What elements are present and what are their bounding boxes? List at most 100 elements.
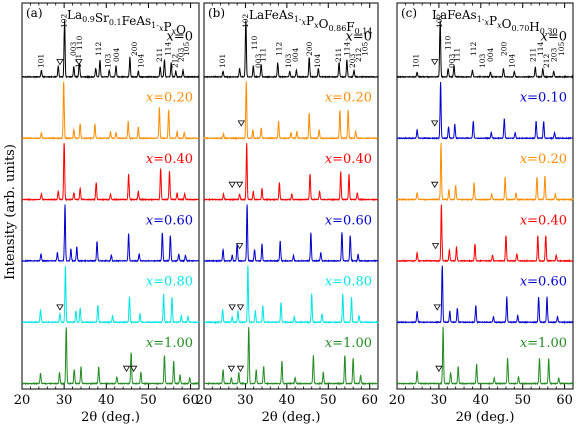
- series-label: x=0.60: [325, 213, 372, 228]
- hkl-label: 212: [170, 53, 179, 68]
- impurity-marker: [235, 243, 244, 250]
- series-label: x=1.00: [325, 336, 372, 351]
- series-label: x=0.20: [146, 91, 193, 106]
- impurity-marker: [56, 304, 64, 311]
- impurity-marker: [431, 120, 439, 127]
- hkl-label: 114: [536, 41, 545, 56]
- hkl-label: 200: [499, 41, 508, 56]
- hkl-label: 203: [176, 47, 185, 62]
- series-label: x=0: [345, 29, 372, 44]
- x-axis-label: 2θ (deg.): [262, 410, 321, 425]
- xrd-trace: [203, 265, 379, 325]
- panel-label: (a): [26, 6, 43, 20]
- impurity-marker: [433, 304, 441, 311]
- hkl-label: 004: [486, 47, 495, 62]
- impurity-marker: [236, 304, 245, 311]
- x-tick-label: 50: [514, 393, 531, 408]
- hkl-label: 103: [284, 53, 293, 68]
- panel-b: 20 30 40 50 60 2θ (deg.) (b) LaFeAs1-xPxO0.86F0…: [196, 2, 379, 425]
- hkl-label: 101: [411, 54, 420, 68]
- hkl-label: 200: [130, 41, 139, 56]
- impurity-marker: [431, 59, 439, 66]
- hkl-label: 110: [250, 35, 259, 50]
- hkl-label: 101: [36, 54, 45, 68]
- hkl-label: 212: [354, 47, 363, 62]
- x-tick-label: 20: [389, 393, 406, 408]
- series-label: x=1.00: [146, 336, 193, 351]
- impurity-marker: [235, 181, 244, 188]
- panel-label: (b): [208, 6, 225, 20]
- hkl-label: 103: [103, 53, 112, 68]
- x-tick-label: 20: [14, 393, 31, 408]
- plot-frame: [396, 2, 574, 390]
- hkl-label: 211: [529, 48, 538, 62]
- xrd-trace: [396, 81, 574, 141]
- hkl-label: 110: [75, 35, 84, 50]
- xrd-trace: [396, 142, 574, 202]
- x-tick-label: 20: [196, 393, 213, 408]
- hkl-label: 114: [164, 41, 173, 56]
- panel-title: LaFeAs1-xPxO0.70H0.30: [432, 8, 558, 36]
- series-label: x=0.20: [520, 152, 567, 167]
- xrd-trace: [21, 81, 200, 141]
- x-tick-label: 50: [320, 393, 337, 408]
- hkl-label: 102: [60, 13, 69, 28]
- panels: 20 30 40 50 60 2θ (deg.) (a) La0.9Sr0.1FeAs1-xP…: [14, 2, 574, 425]
- plot-frame: [21, 2, 200, 390]
- impurity-marker: [227, 365, 236, 372]
- hkl-label: 104: [508, 53, 517, 68]
- hkl-label: 003: [448, 53, 457, 68]
- xrd-trace: [203, 204, 379, 263]
- y-axis-label: Intensity (arb. units): [3, 144, 18, 280]
- hkl-label: 104: [136, 53, 145, 68]
- panel-title: La0.9Sr0.1FeAs1-xPxO: [67, 8, 186, 37]
- x-tick-label: 60: [361, 393, 378, 408]
- impurity-marker: [56, 59, 64, 66]
- impurity-marker: [122, 365, 131, 372]
- xrd-trace: [396, 204, 574, 263]
- hkl-label: 105: [182, 41, 191, 56]
- series-label: x=0.20: [325, 91, 372, 106]
- xrd-trace: [21, 327, 200, 386]
- hkl-label: 203: [550, 47, 559, 62]
- plot-frame: [203, 2, 379, 390]
- hkl-label: 111: [259, 48, 268, 62]
- impurity-marker: [431, 243, 440, 250]
- hkl-label: 105: [361, 41, 370, 56]
- series-label: x=0.40: [325, 152, 372, 167]
- hkl-label: 112: [274, 41, 283, 56]
- hkl-label: 110: [444, 35, 453, 50]
- x-tick-label: 50: [140, 393, 157, 408]
- xrd-trace: [203, 20, 379, 80]
- impurity-marker: [236, 365, 245, 372]
- hkl-label: 003: [69, 41, 78, 56]
- impurity-marker: [129, 365, 138, 372]
- hkl-label: 004: [112, 47, 121, 62]
- panel-title: LaFeAs1-xPxO0.86F0.14: [249, 8, 372, 36]
- series-label: x=0.60: [520, 275, 567, 290]
- hkl-label: 105: [557, 41, 566, 56]
- xrd-trace: [396, 20, 574, 79]
- x-tick-label: 30: [237, 393, 254, 408]
- series-label: x=0: [166, 29, 193, 44]
- x-tick-label: 60: [182, 393, 199, 408]
- xrd-trace: [21, 143, 200, 202]
- hkl-label: 211: [334, 48, 343, 62]
- hkl-label: 102: [435, 13, 444, 28]
- series-label: x=0.80: [146, 275, 193, 290]
- series-label: x=0.40: [146, 152, 193, 167]
- x-tick-label: 60: [556, 393, 573, 408]
- xrd-trace: [396, 265, 574, 325]
- hkl-label: 114: [342, 41, 351, 56]
- xrd-trace: [21, 20, 200, 79]
- x-tick-label: 40: [98, 393, 115, 408]
- hkl-label: 112: [469, 41, 478, 56]
- xrd-trace: [203, 327, 379, 386]
- impurity-marker: [228, 181, 236, 188]
- x-axis-label: 2θ (deg.): [456, 410, 515, 425]
- series-label: x=0.60: [146, 213, 193, 228]
- panel-c: 20 30 40 50 60 2θ (deg.) (c) LaFeAs1-xPxO0.70H0…: [389, 2, 574, 425]
- series-label: x=0.80: [325, 275, 372, 290]
- xrd-trace: [396, 326, 574, 386]
